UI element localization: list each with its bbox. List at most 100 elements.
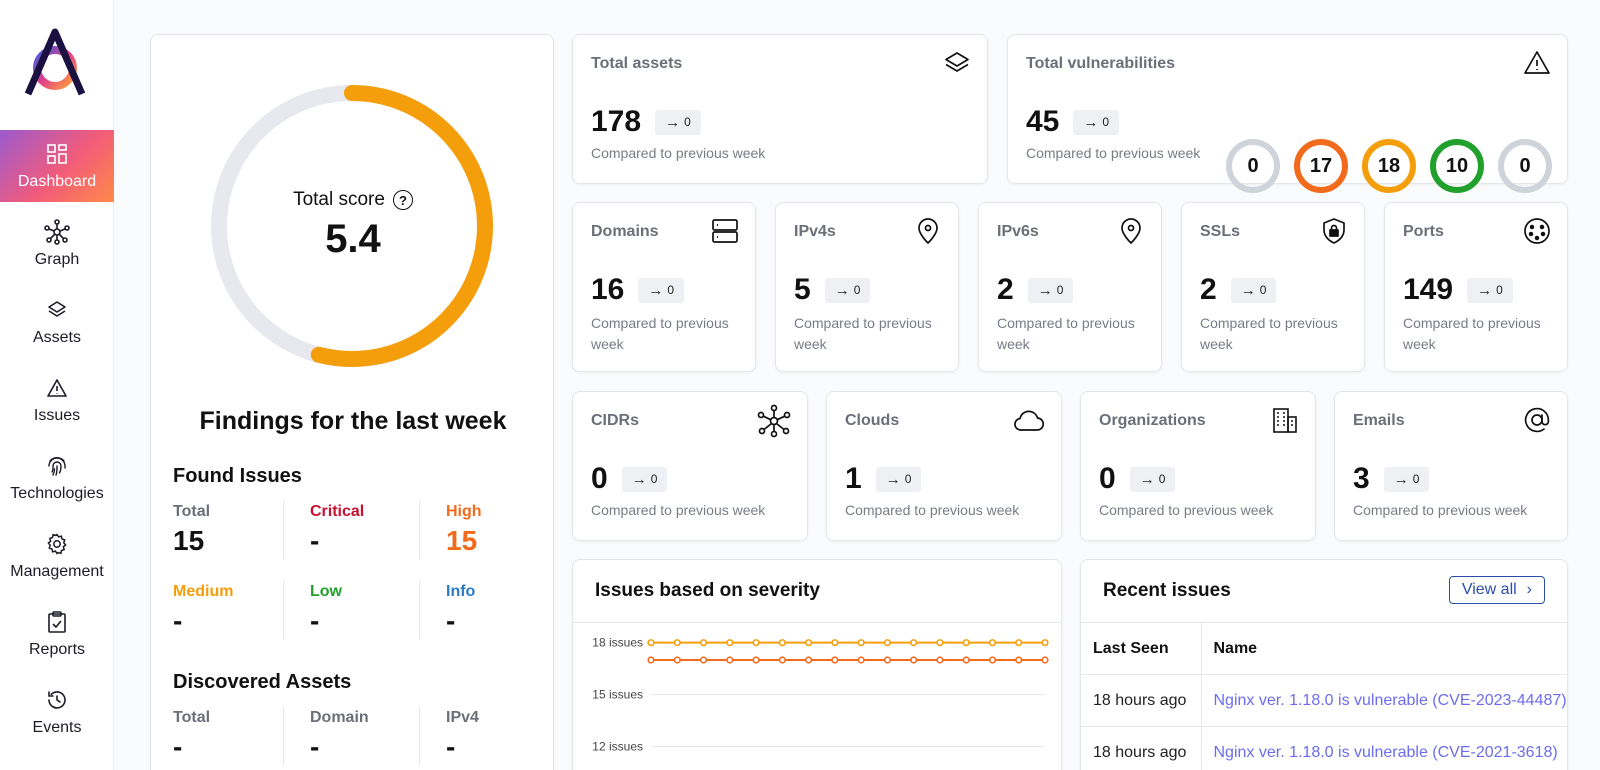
data-point[interactable] — [726, 639, 734, 647]
data-point[interactable] — [805, 656, 813, 664]
table-row[interactable]: 18 hours ago Nginx ver. 1.18.0 is vulner… — [1081, 674, 1567, 727]
app-logo[interactable] — [24, 28, 86, 98]
found-total: Total 15 — [173, 501, 283, 559]
sidebar-item-dashboard[interactable]: Dashboard — [0, 130, 114, 202]
column-header-last-seen[interactable]: Last Seen — [1081, 622, 1202, 675]
severity-ring-high[interactable]: 17 — [1294, 139, 1348, 193]
organizations-card[interactable]: Organizations 0 → 0 Compared to previous w… — [1080, 391, 1316, 541]
data-point[interactable] — [962, 656, 970, 664]
stat-value: 178 — [591, 105, 642, 138]
table-row[interactable]: 18 hours ago Nginx ver. 1.18.0 is vulner… — [1081, 726, 1567, 770]
data-point[interactable] — [962, 639, 970, 647]
ssls-card[interactable]: SSLs 2 → 0 Compared to previous week — [1181, 202, 1365, 372]
cell-label: Info — [446, 583, 476, 600]
data-point[interactable] — [936, 639, 944, 647]
cell-value: - — [446, 605, 456, 636]
discovered-ipv4: IPv4 - — [419, 707, 533, 765]
arrow-right-icon: → — [631, 470, 647, 488]
data-point[interactable] — [778, 639, 786, 647]
data-point[interactable] — [647, 656, 655, 664]
data-point[interactable] — [1015, 639, 1023, 647]
ports-card[interactable]: Ports 149 → 0 Compared to previous week — [1384, 202, 1568, 372]
change-value: 0 — [1158, 472, 1166, 486]
cell-value: - — [310, 605, 320, 636]
data-point[interactable] — [910, 639, 918, 647]
change-chip: → 0 — [1230, 277, 1277, 303]
cidrs-card[interactable]: CIDRs 0 → 0 Compared to previous week — [572, 391, 808, 541]
sidebar: Dashboard Graph Assets Issues Technologi… — [0, 0, 114, 770]
clouds-card[interactable]: Clouds 1 → 0 Compared to previous week — [826, 391, 1062, 541]
data-point[interactable] — [647, 639, 655, 647]
sidebar-item-events[interactable]: Events — [0, 676, 114, 748]
found-issues-title: Found Issues — [173, 465, 302, 487]
sidebar-item-issues[interactable]: Issues — [0, 364, 114, 436]
severity-ring-medium[interactable]: 18 — [1362, 139, 1416, 193]
building-icon — [1273, 408, 1297, 433]
domains-card[interactable]: Domains 16 → 0 Compared to previous week — [572, 202, 756, 372]
sidebar-item-label: Events — [32, 719, 82, 736]
issue-name-link[interactable]: Nginx ver. 1.18.0 is vulnerable (CVE-202… — [1201, 674, 1567, 727]
change-value: 0 — [1259, 283, 1267, 297]
column-header-name[interactable]: Name — [1201, 622, 1567, 675]
data-point[interactable] — [1015, 656, 1023, 664]
card-title: CIDRs — [591, 412, 640, 429]
score-ring — [211, 85, 493, 367]
total-assets-card[interactable]: Total assets 178 → 0 Compared to previous… — [572, 34, 988, 184]
arrow-right-icon: → — [665, 113, 681, 131]
data-point[interactable] — [831, 656, 839, 664]
data-point[interactable] — [988, 656, 997, 664]
severity-ring-low[interactable]: 10 — [1430, 139, 1484, 193]
data-point[interactable] — [726, 656, 734, 664]
sidebar-item-reports[interactable]: Reports — [0, 598, 114, 670]
warning-icon — [1524, 51, 1550, 74]
stat-row: 0 → 0 — [1099, 462, 1176, 496]
data-point[interactable] — [778, 656, 786, 664]
sidebar-item-management[interactable]: Management — [0, 520, 114, 592]
ipv4s-card[interactable]: IPv4s 5 → 0 Compared to previous week — [775, 202, 959, 372]
card-title: IPv6s — [997, 223, 1039, 240]
data-point[interactable] — [699, 639, 708, 647]
severity-ring-info[interactable]: 0 — [1498, 139, 1552, 193]
view-all-button[interactable]: View all › — [1448, 576, 1545, 604]
y-tick-label: 15 issues — [592, 688, 643, 702]
data-point[interactable] — [883, 656, 892, 664]
data-point[interactable] — [752, 639, 760, 647]
sidebar-item-graph[interactable]: Graph — [0, 208, 114, 280]
total-score-label: Total score ? — [151, 189, 555, 211]
compare-text: Compared to previous week — [1403, 315, 1541, 352]
layers-icon — [945, 52, 969, 72]
compare-text: Compared to previous week — [1200, 315, 1338, 352]
location-pin-icon — [918, 218, 938, 245]
data-point[interactable] — [805, 639, 813, 647]
issue-name-link[interactable]: Nginx ver. 1.18.0 is vulnerable (CVE-202… — [1201, 726, 1567, 770]
ipv6s-card[interactable]: IPv6s 2 → 0 Compared to previous week — [978, 202, 1162, 372]
data-point[interactable] — [857, 656, 865, 664]
found-high: High 15 — [419, 501, 533, 559]
data-point[interactable] — [883, 639, 892, 647]
data-point[interactable] — [910, 656, 918, 664]
compare-text: Compared to previous week — [591, 145, 766, 161]
severity-ring-critical[interactable]: 0 — [1226, 139, 1280, 193]
last-seen-cell: 18 hours ago — [1081, 726, 1202, 770]
data-point[interactable] — [699, 656, 708, 664]
sidebar-item-technologies[interactable]: Technologies — [0, 442, 114, 514]
arrow-right-icon: → — [1083, 113, 1099, 131]
help-icon[interactable]: ? — [392, 190, 413, 210]
data-point[interactable] — [1041, 639, 1049, 647]
emails-card[interactable]: Emails 3 → 0 Compared to previous week — [1334, 391, 1568, 541]
data-point[interactable] — [831, 639, 839, 647]
data-point[interactable] — [936, 656, 944, 664]
data-point[interactable] — [857, 639, 865, 647]
data-point[interactable] — [988, 639, 997, 647]
stat-row: 178 → 0 — [591, 105, 701, 139]
chart-title: Issues based on severity — [595, 580, 820, 601]
total-vulnerabilities-card[interactable]: Total vulnerabilities 45 → 0 Compared to … — [1007, 34, 1568, 193]
data-point[interactable] — [673, 656, 681, 664]
recent-issues-title: Recent issues — [1103, 580, 1231, 601]
sidebar-item-assets[interactable]: Assets — [0, 286, 114, 358]
sidebar-item-label: Dashboard — [17, 173, 97, 190]
data-point[interactable] — [1041, 656, 1049, 664]
stat-row: 3 → 0 — [1353, 462, 1430, 496]
data-point[interactable] — [752, 656, 760, 664]
data-point[interactable] — [673, 639, 681, 647]
